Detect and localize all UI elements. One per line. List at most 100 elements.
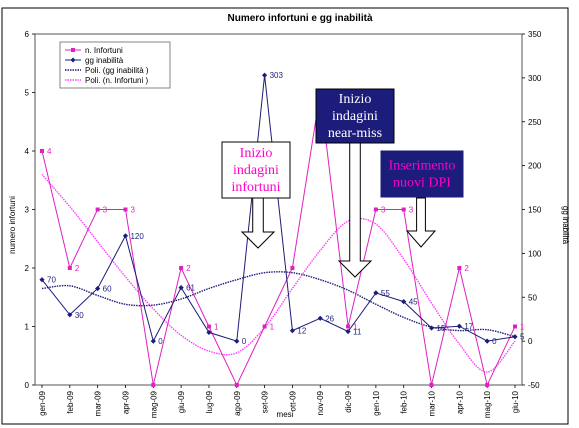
series-line-n-infortuni [41,92,516,387]
x-tick-label: ago-09 [233,390,242,415]
data-label: 12 [297,327,306,336]
data-point [401,299,407,305]
x-tick-label: gen-09 [38,390,47,415]
y2-tick-label: 250 [528,118,542,127]
x-tick-label: giu-10 [511,390,520,413]
annotation-text-line: indagini [332,109,378,124]
data-point [206,329,212,335]
data-label: 303 [270,71,284,80]
x-tick-label: mar-10 [428,390,437,416]
y2-tick-label: 200 [528,162,542,171]
data-label: 0 [242,337,247,346]
y2-tick-label: 50 [528,293,537,302]
legend-marker [70,57,76,63]
x-tick-label: mar-09 [94,390,103,416]
legend-entry: n. Infortuni [85,46,123,55]
y-tick-label: 6 [25,30,30,39]
data-point [290,266,295,270]
annotation-text-line: infortuni [232,180,281,195]
data-point [234,338,240,344]
y2-tick-label: 0 [528,337,533,346]
y-tick-label: 1 [25,323,30,332]
data-point [512,334,518,340]
data-point [206,324,211,329]
data-point [122,233,129,239]
data-point [373,290,379,296]
data-point [39,277,45,283]
data-point [234,383,239,387]
annotation-inizio-indagini-near-miss: Inizio indagini near-miss [315,88,395,278]
data-point [178,284,184,291]
y-tick-label: 4 [25,147,30,156]
data-point [289,327,296,334]
data-point [95,207,100,212]
annotation-inizio-indagini-infortuni: Inizio indagini infortuni [221,141,291,249]
annotation-arrow [240,197,276,249]
annotation-inserimento-nuovi-dpi: Inserimento nuovi DPI [379,149,465,248]
x-tick-label: dic-09 [344,390,353,412]
data-label: 1 [270,323,275,332]
data-point [67,266,72,270]
y-tick-label: 2 [25,264,30,273]
data-label: 3 [381,206,386,215]
data-label: 1 [353,323,358,332]
data-label: 70 [47,276,56,285]
legend-entry: Poli. (gg inabilità ) [85,66,149,75]
y2-tick-label: -50 [528,381,540,390]
x-tick-label: giu-09 [177,390,186,413]
y-tick-label: 5 [25,89,30,98]
annotation-text-line: Inizio [240,146,273,161]
data-label: 1 [214,323,219,332]
x-tick-label: apr-09 [121,390,130,414]
data-label: 26 [325,314,334,323]
annotation-text-line: Inserimento [389,159,456,174]
data-point [429,383,434,387]
data-point [345,328,351,335]
y2-tick-label: 150 [528,206,542,215]
data-point [95,285,101,292]
x-tick-label: feb-10 [400,390,409,413]
annotation-text-line: nuovi DPI [393,176,451,191]
data-label: 1 [520,323,525,332]
annotation-box [315,88,395,144]
legend-entry: Poli. (n. Infortuni ) [85,76,148,85]
data-point [317,315,323,321]
y-tick-label: 3 [25,206,30,215]
annotation-text-line: near-miss [328,126,382,141]
x-tick-label: ott-09 [288,390,297,411]
data-point [456,323,462,329]
y2-tick-label: 350 [528,30,542,39]
data-point [262,324,267,329]
data-label: 5 [520,333,525,342]
x-tick-label: apr-10 [455,390,464,414]
chart-title: Numero infortuni e gg inabilità [228,13,373,24]
data-point [179,266,184,270]
data-label: 2 [464,264,469,273]
data-label: 3 [103,206,108,215]
data-point [484,338,490,344]
data-label: 2 [186,264,191,273]
x-tick-label: gen-10 [372,390,381,415]
trend-line-poli-n-infortuni [41,173,516,373]
annotation-text-line: indagini [233,163,279,178]
data-label: 11 [353,327,362,336]
data-point [401,207,406,212]
data-label: 30 [75,311,84,320]
data-label: 3 [130,206,135,215]
data-label: 3 [409,206,414,215]
data-label: 17 [464,322,473,331]
data-label: 0 [158,337,163,346]
x-tick-label: set-09 [261,390,270,413]
data-label: 60 [103,284,112,293]
data-point [67,312,73,318]
y2-tick-label: 300 [528,74,542,83]
legend-entry: gg inabilità [85,56,124,65]
legend-marker [71,48,75,52]
data-point [150,338,156,344]
x-tick-label: feb-09 [66,390,75,413]
data-point [485,383,490,387]
annotation-arrow [405,197,437,248]
data-point [123,207,128,212]
